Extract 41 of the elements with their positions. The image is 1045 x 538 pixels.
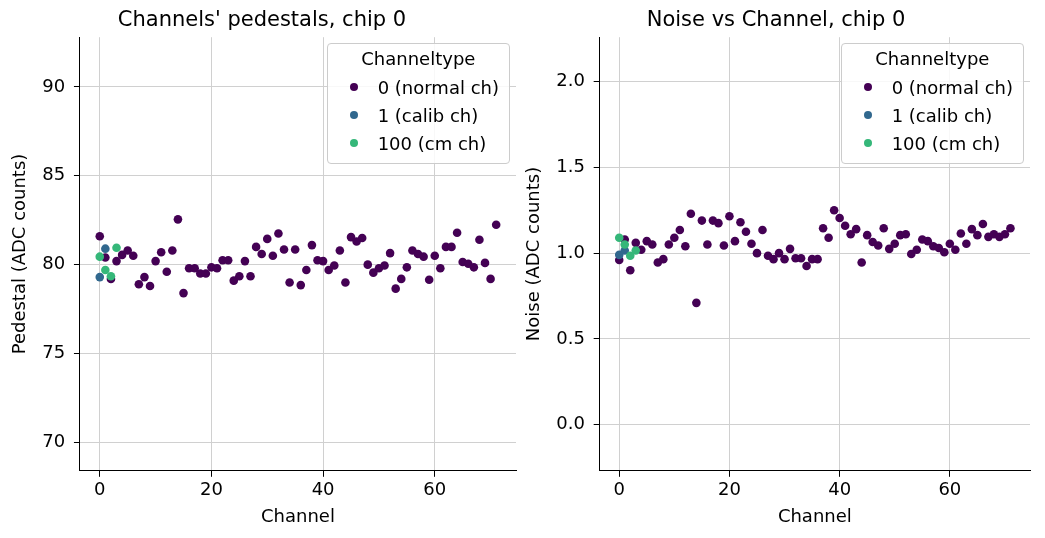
x-axis-title: Channel bbox=[261, 504, 335, 526]
x-tick-label: 60 bbox=[417, 478, 452, 500]
y-tick-label: 1.0 bbox=[550, 240, 591, 262]
y-tick-label: 80 bbox=[36, 252, 71, 274]
chart-title: Channels' pedestals, chip 0 bbox=[117, 7, 407, 32]
legend-label: 100 (cm ch) bbox=[377, 132, 487, 154]
x-tick-label: 40 bbox=[305, 478, 341, 500]
legend-title: Channeltype bbox=[360, 48, 477, 70]
y-tick-label: 1.5 bbox=[550, 155, 591, 177]
y-tick-label: 75 bbox=[36, 341, 71, 363]
legend-label: 1 (calib ch) bbox=[891, 104, 993, 126]
x-axis-title: Channel bbox=[777, 504, 852, 526]
y-tick-label: 0.0 bbox=[550, 412, 591, 434]
y-tick-label: 2.0 bbox=[550, 69, 591, 91]
x-tick-label: 0 bbox=[88, 478, 112, 500]
legend-title: Channeltype bbox=[874, 48, 991, 70]
y-tick-label: 0.5 bbox=[550, 326, 591, 348]
chart-title: Noise vs Channel, chip 0 bbox=[646, 7, 906, 32]
point bbox=[101, 265, 110, 275]
x-tick-label: 0 bbox=[607, 478, 631, 500]
x-tick-label: 20 bbox=[194, 478, 229, 500]
x-tick-label: 40 bbox=[822, 478, 857, 500]
y-axis-title: Noise (ADC counts) bbox=[522, 166, 544, 342]
legend-label: 1 (calib ch) bbox=[377, 104, 479, 126]
y-tick-label: 90 bbox=[36, 74, 71, 96]
point bbox=[614, 233, 624, 243]
point bbox=[620, 240, 630, 249]
point bbox=[112, 243, 121, 253]
point bbox=[95, 252, 105, 261]
point bbox=[101, 244, 110, 253]
y-tick-label: 70 bbox=[36, 430, 71, 452]
point bbox=[631, 246, 641, 255]
y-axis-title: Pedestal (ADC counts) bbox=[8, 153, 30, 355]
legend-label: 100 (cm ch) bbox=[891, 132, 1001, 154]
x-tick-label: 60 bbox=[932, 478, 968, 500]
point bbox=[625, 251, 635, 261]
x-tick-label: 20 bbox=[712, 478, 747, 500]
legend-label: 0 (normal ch) bbox=[891, 76, 1013, 98]
point bbox=[95, 272, 105, 282]
y-tick-label: 85 bbox=[36, 163, 71, 185]
legend-label: 0 (normal ch) bbox=[377, 76, 499, 98]
